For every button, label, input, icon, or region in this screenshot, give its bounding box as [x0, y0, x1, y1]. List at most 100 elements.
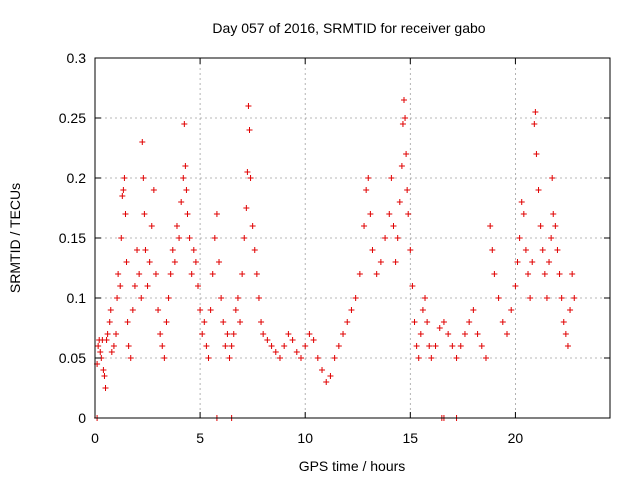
- data-point: [113, 331, 120, 337]
- data-point: [140, 175, 147, 181]
- data-point: [413, 343, 420, 349]
- data-point: [249, 223, 256, 229]
- data-point: [121, 175, 128, 181]
- data-point: [518, 199, 525, 205]
- data-point: [148, 223, 155, 229]
- data-point: [213, 211, 220, 217]
- data-point: [539, 247, 546, 253]
- data-point: [377, 259, 384, 265]
- data-point: [382, 235, 389, 241]
- data-point: [560, 319, 567, 325]
- data-point: [440, 319, 447, 325]
- data-point: [361, 223, 368, 229]
- data-point: [546, 259, 553, 265]
- data-point: [402, 115, 409, 121]
- x-tick-label: 20: [508, 430, 524, 446]
- data-point: [224, 331, 231, 337]
- data-point: [527, 295, 534, 301]
- data-point: [453, 355, 460, 361]
- data-point: [97, 349, 104, 355]
- data-point: [404, 187, 411, 193]
- data-point: [487, 223, 494, 229]
- data-point: [123, 259, 130, 265]
- data-point: [239, 271, 246, 277]
- data-point: [319, 367, 326, 373]
- data-point: [298, 355, 304, 361]
- data-point: [207, 307, 214, 313]
- data-point: [118, 235, 125, 241]
- data-point: [399, 121, 406, 127]
- y-tick-label: 0.2: [67, 170, 87, 186]
- data-point: [102, 385, 109, 391]
- data-point: [247, 175, 254, 181]
- data-point: [268, 343, 275, 349]
- data-point: [422, 295, 429, 301]
- data-point: [548, 235, 555, 241]
- data-point: [104, 331, 111, 337]
- data-point: [327, 373, 334, 379]
- data-point: [388, 175, 395, 181]
- data-point: [401, 97, 407, 103]
- data-point: [445, 331, 452, 337]
- data-point: [331, 355, 338, 361]
- data-point: [403, 151, 410, 157]
- data-point: [253, 271, 260, 277]
- data-point: [237, 319, 244, 325]
- data-point: [243, 205, 250, 211]
- y-axis-label: SRMTID / TECUs: [7, 183, 23, 293]
- data-point: [209, 271, 216, 277]
- data-point: [407, 247, 414, 253]
- data-point: [558, 295, 565, 301]
- y-tick-label: 0.3: [67, 50, 87, 66]
- y-tick-label: 0: [78, 410, 86, 426]
- data-point: [178, 199, 185, 205]
- data-point: [184, 211, 191, 217]
- y-tick-label: 0.25: [59, 110, 86, 126]
- data-point: [101, 373, 108, 379]
- data-point: [390, 223, 397, 229]
- data-point: [139, 139, 146, 145]
- data-point: [146, 259, 153, 265]
- data-point: [306, 331, 313, 337]
- data-point: [386, 211, 393, 217]
- data-point: [150, 187, 157, 193]
- data-point: [246, 127, 253, 133]
- data-point: [181, 121, 188, 127]
- data-point: [155, 307, 162, 313]
- data-point: [335, 343, 342, 349]
- data-point: [417, 331, 424, 337]
- data-point: [220, 319, 227, 325]
- data-point: [103, 337, 110, 343]
- data-point: [340, 331, 347, 337]
- data-point: [144, 283, 151, 289]
- data-point: [255, 295, 262, 301]
- data-point: [218, 295, 225, 301]
- data-point: [356, 271, 363, 277]
- data-point: [182, 163, 189, 169]
- data-point: [173, 223, 180, 229]
- data-point: [163, 319, 170, 325]
- x-axis-label: GPS time / hours: [299, 458, 406, 474]
- data-point: [186, 235, 193, 241]
- data-point: [110, 343, 117, 349]
- data-point: [543, 295, 550, 301]
- data-point: [392, 259, 399, 265]
- data-point: [107, 307, 114, 313]
- data-point: [205, 355, 212, 361]
- data-point: [415, 355, 422, 361]
- x-tick-label: 15: [403, 430, 419, 446]
- y-tick-label: 0.1: [67, 290, 87, 306]
- data-point: [549, 175, 556, 181]
- data-point: [302, 343, 309, 349]
- data-point: [508, 307, 515, 313]
- data-point: [199, 331, 206, 337]
- data-point: [352, 295, 359, 301]
- data-point: [537, 223, 544, 229]
- data-point: [95, 343, 102, 349]
- data-point: [571, 295, 578, 301]
- data-point: [188, 271, 195, 277]
- data-point: [260, 331, 267, 337]
- x-tick-label: 0: [91, 430, 99, 446]
- data-point: [165, 295, 172, 301]
- data-point: [138, 295, 145, 301]
